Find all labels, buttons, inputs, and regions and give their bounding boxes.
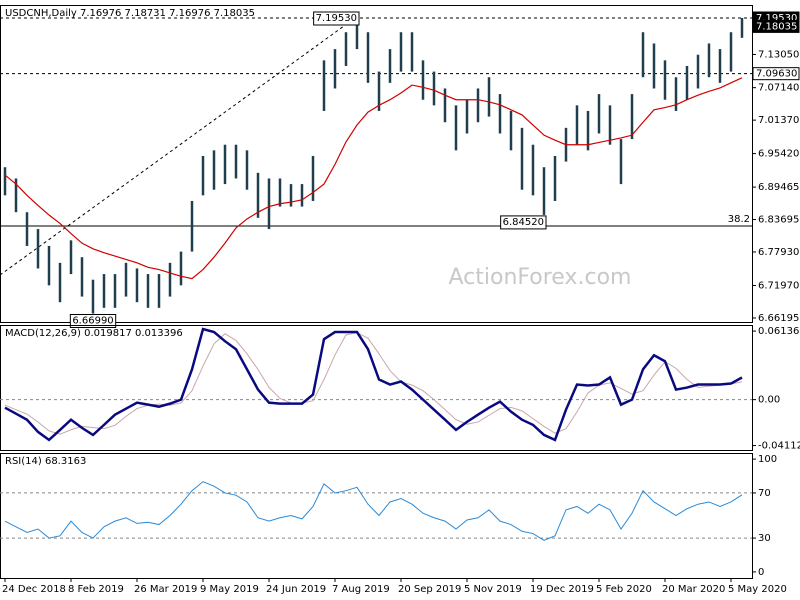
- x-tick-label: 20 Mar 2020: [662, 584, 725, 595]
- x-tick-label: 5 Feb 2020: [596, 584, 652, 595]
- y-tick-label: -0.041124: [758, 441, 800, 452]
- moving-average: [4, 77, 743, 280]
- panel-frame: [0, 5, 753, 323]
- x-tick-label: 8 Feb 2019: [68, 584, 124, 595]
- y-tick-label: 0.061363: [758, 326, 800, 337]
- x-tick-label: 19 Dec 2019: [530, 584, 594, 595]
- watermark: ActionForex.com: [449, 265, 632, 290]
- y-tick-label: 30: [758, 533, 771, 544]
- y-tick-label: 6.95420: [758, 149, 799, 160]
- y-tick-label: 6.89465: [758, 182, 799, 193]
- y-tick-label: 70: [758, 488, 771, 499]
- x-tick-label: 24 Jun 2019: [266, 584, 326, 595]
- panel-frame: [0, 453, 753, 579]
- y-tick-label: 7.01370: [758, 115, 799, 126]
- x-tick-label: 26 Mar 2019: [134, 584, 197, 595]
- x-tick-label: 7 Aug 2019: [332, 584, 390, 595]
- x-tick-label: 9 May 2019: [200, 584, 259, 595]
- level-tag-label: 7.09630: [756, 69, 797, 80]
- annotation-box: [69, 314, 117, 329]
- x-tick-label: 5 Nov 2019: [464, 584, 522, 595]
- x-tick-label: 5 May 2020: [728, 584, 787, 595]
- y-tick-label: 7.07140: [758, 83, 799, 94]
- panel-frame: [0, 325, 753, 451]
- indicator-line: [4, 327, 743, 442]
- level-tag-label: 7.19530: [756, 13, 797, 24]
- y-tick-label: 6.83695: [758, 215, 799, 226]
- annotation-label: 7.19530: [316, 13, 357, 24]
- level-tag: [752, 67, 800, 81]
- y-tick-label: 0: [758, 567, 764, 578]
- y-tick-label: 100: [758, 454, 777, 465]
- fib-label: 38.2: [728, 214, 750, 225]
- panel-title: USDCNH,Daily 7.16976 7.18731 7.16976 7.1…: [5, 8, 255, 19]
- indicator-line: [4, 332, 743, 435]
- trend-line: [0, 17, 356, 276]
- y-tick-label: 6.66195: [758, 313, 799, 324]
- y-tick-label: 0.00: [758, 395, 780, 406]
- x-tick-label: 20 Sep 2019: [398, 584, 461, 595]
- y-tick-label: 7.13050: [758, 49, 799, 60]
- y-tick-label: 6.71970: [758, 280, 799, 291]
- y-tick-label: 6.77930: [758, 247, 799, 258]
- annotation-label: 6.84520: [503, 217, 544, 228]
- level-tag: [752, 19, 800, 33]
- annotation-box: [500, 215, 547, 230]
- annotation-box: [313, 11, 360, 26]
- x-tick-label: 24 Dec 2018: [2, 584, 66, 595]
- indicator-line: [4, 481, 743, 541]
- annotation-label: 6.66990: [72, 316, 113, 327]
- panel-title: RSI(14) 68.3163: [5, 456, 86, 467]
- panel-title: MACD(12,26,9) 0.019817 0.013396: [5, 328, 183, 339]
- level-tag-label: 7.18035: [756, 21, 797, 32]
